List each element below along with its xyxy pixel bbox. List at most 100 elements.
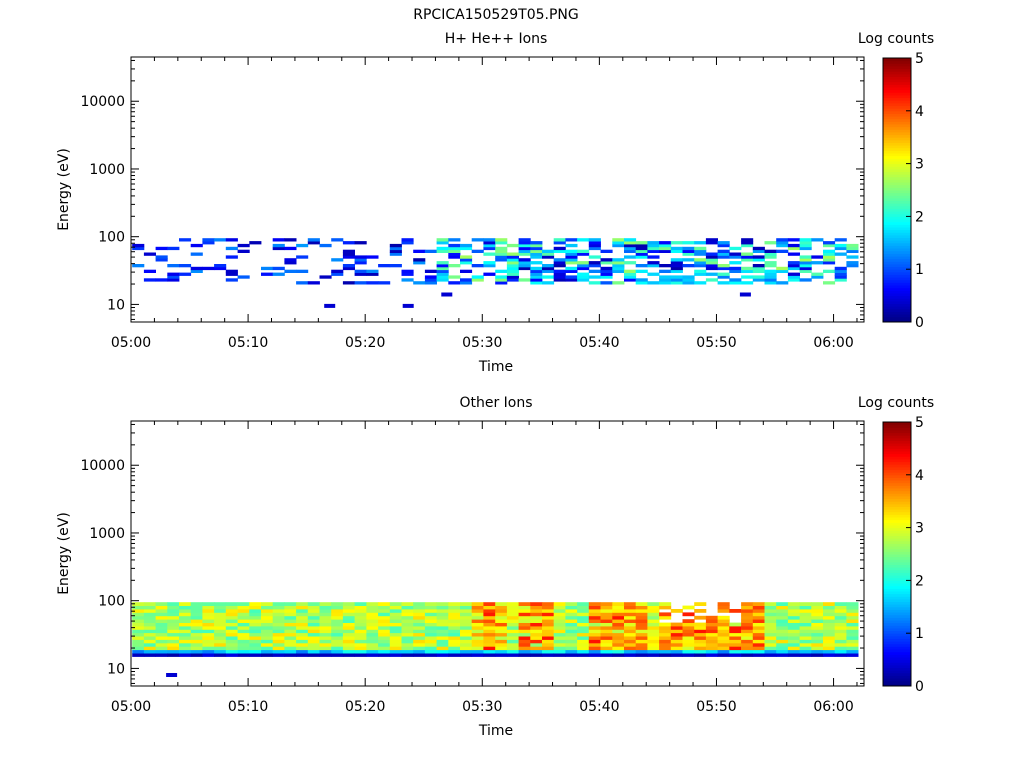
heatmap-cell: [190, 629, 203, 634]
colorbar-step: [883, 303, 911, 307]
heatmap-cell: [787, 615, 800, 620]
heatmap-cell: [694, 261, 707, 265]
heatmap-cell: [354, 612, 367, 617]
heatmap-cell: [225, 629, 238, 634]
heatmap-cell: [612, 238, 625, 242]
heatmap-cell: [448, 275, 461, 279]
colorbar-step: [883, 583, 911, 587]
heatmap-cell: [799, 241, 812, 245]
heatmap-cell: [776, 605, 789, 610]
heatmap-cell: [495, 609, 508, 613]
colorbar-step: [883, 485, 911, 489]
heatmap-cell: [155, 632, 168, 637]
heatmap-cell: [460, 642, 473, 647]
colorbar-step: [883, 102, 911, 107]
heatmap-cell: [588, 605, 601, 610]
x-tick-label: 05:30: [462, 699, 502, 715]
heatmap-cell: [296, 612, 309, 617]
heatmap-cell: [659, 629, 672, 634]
colorbar-step: [883, 105, 911, 109]
heatmap-cell: [132, 264, 145, 268]
heatmap-cell: [542, 249, 555, 253]
colorbar-step: [883, 261, 911, 265]
heatmap-cell: [167, 602, 180, 606]
heatmap-cell: [331, 272, 344, 276]
heatmap-cell: [342, 632, 355, 637]
heatmap-cell: [647, 249, 660, 253]
heatmap-cell: [764, 249, 777, 253]
colorbar-step: [883, 226, 911, 231]
heatmap-cell: [670, 269, 683, 273]
heatmap-cell: [811, 642, 824, 647]
heatmap-cell: [776, 653, 789, 657]
colorbar-step: [883, 137, 911, 141]
colorbar-step: [883, 266, 911, 270]
colorbar-step: [883, 253, 911, 257]
heatmap-cell: [612, 602, 625, 606]
heatmap-cell: [588, 612, 601, 617]
colorbar-step: [883, 627, 911, 632]
heatmap-cell: [682, 246, 695, 251]
heatmap-cell: [272, 639, 285, 644]
heatmap-cell: [635, 255, 648, 259]
heatmap-cell: [132, 602, 145, 606]
heatmap-cell: [717, 275, 730, 279]
heatmap-cell: [272, 636, 285, 640]
heatmap-cell: [565, 605, 578, 610]
heatmap-cell: [588, 646, 601, 651]
heatmap-cell: [319, 605, 332, 610]
heatmap-cell: [155, 609, 168, 613]
x-tick-label: 05:00: [111, 335, 151, 351]
heatmap-cell: [366, 642, 379, 647]
heatmap-cell: [705, 255, 718, 259]
heatmap-cell: [495, 619, 508, 623]
heatmap-cell: [530, 609, 543, 613]
colorbar-step: [883, 58, 911, 62]
heatmap-cell: [506, 646, 519, 651]
heatmap-cell: [588, 241, 601, 245]
heatmap-cell: [319, 632, 332, 637]
x-tick-label: 05:10: [228, 699, 268, 715]
heatmap-cell: [319, 615, 332, 620]
heatmap-cell: [588, 264, 601, 268]
heatmap-cell: [764, 609, 777, 613]
heatmap-cell: [179, 264, 192, 268]
x-tick-label: 05:20: [345, 335, 385, 351]
heatmap-cell: [366, 646, 379, 651]
heatmap-cell: [202, 632, 215, 637]
heatmap-cell: [483, 241, 496, 245]
heatmap-cell: [190, 636, 203, 640]
heatmap-cell: [225, 269, 238, 273]
heatmap-cell: [378, 602, 391, 606]
heatmap-cell: [436, 249, 449, 253]
heatmap-cell: [553, 646, 566, 651]
heatmap-cell: [190, 612, 203, 617]
heatmap-cell: [565, 238, 578, 242]
heatmap-cell: [483, 619, 496, 623]
heatmap-cell: [225, 642, 238, 647]
colorbar-step: [883, 100, 911, 104]
heatmap-cell: [635, 626, 648, 630]
colorbar-step: [883, 522, 911, 526]
heatmap-cell: [635, 241, 648, 245]
heatmap-cell: [342, 629, 355, 634]
heatmap-cell: [553, 649, 566, 654]
heatmap-cell: [799, 612, 812, 617]
heatmap-cell: [272, 653, 285, 657]
heatmap-cell: [647, 281, 660, 285]
heatmap-cell: [155, 653, 168, 657]
heatmap-cell: [542, 619, 555, 623]
colorbar-step: [883, 564, 911, 568]
heatmap-cell: [530, 261, 543, 265]
heatmap-cell: [342, 264, 355, 268]
heatmap-cell: [319, 275, 332, 279]
heatmap-cell: [624, 278, 637, 282]
colorbar-step: [883, 551, 911, 555]
heatmap-cell: [635, 246, 648, 251]
colorbar-step: [883, 567, 911, 571]
heatmap-cell: [811, 602, 824, 606]
heatmap-cell: [389, 636, 402, 640]
heatmap-cell: [296, 639, 309, 644]
heatmap-cell: [296, 626, 309, 630]
heatmap-cell: [460, 602, 473, 606]
